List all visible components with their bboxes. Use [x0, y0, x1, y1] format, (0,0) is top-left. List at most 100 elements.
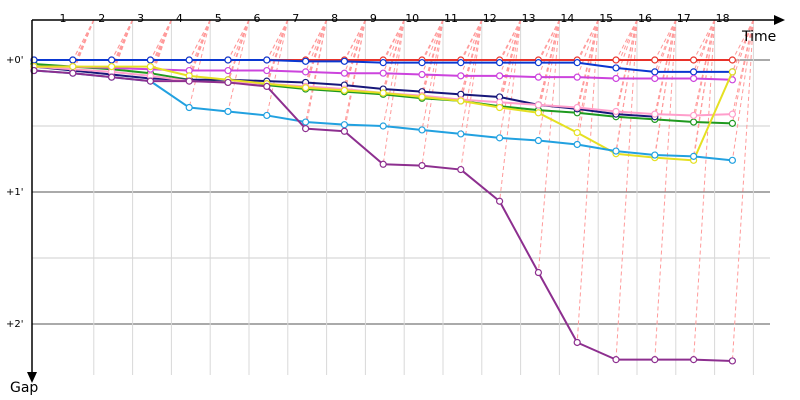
lap-label: 9 — [370, 12, 377, 25]
timing-connector — [499, 19, 522, 202]
timing-connector — [421, 19, 444, 92]
timing-connector — [382, 19, 405, 165]
lap-label: 18 — [716, 12, 730, 25]
series-point — [224, 78, 232, 87]
series-point — [612, 147, 620, 155]
timing-connector — [188, 19, 211, 61]
timing-connector — [382, 19, 405, 63]
timing-connector — [537, 19, 560, 113]
y-axis-arrow — [27, 372, 37, 383]
timing-connector — [149, 19, 172, 67]
timing-connector — [654, 19, 677, 61]
series-point — [612, 107, 620, 116]
timing-connector — [149, 19, 172, 82]
timing-connector — [693, 19, 716, 157]
lap-label: 11 — [444, 12, 458, 25]
series-point — [573, 129, 581, 137]
series-point — [263, 56, 271, 64]
series-point — [302, 84, 310, 92]
timing-connector — [731, 19, 754, 161]
series-point — [573, 338, 581, 347]
y-tick-label: +0' — [6, 55, 24, 66]
series-point — [224, 107, 232, 116]
series-point — [651, 68, 659, 76]
series-point — [69, 62, 77, 71]
series-point — [107, 56, 116, 64]
series-point — [728, 56, 737, 64]
timing-connector — [266, 19, 289, 71]
series-point — [651, 74, 659, 83]
series-point — [728, 119, 737, 127]
timing-connector — [576, 19, 599, 133]
timing-connector — [72, 19, 95, 74]
series-point — [340, 86, 348, 94]
timing-connector — [693, 19, 716, 360]
timing-connector — [499, 19, 522, 77]
timing-connector — [266, 19, 289, 87]
timing-connector — [654, 19, 677, 79]
timing-connector — [615, 19, 638, 360]
series-point — [573, 140, 581, 149]
timing-connector — [343, 19, 366, 86]
series-point — [651, 151, 659, 159]
series-point — [612, 64, 620, 72]
series-point — [689, 111, 698, 120]
timing-connector — [537, 19, 560, 141]
series-point — [612, 356, 620, 364]
series-point — [612, 74, 620, 83]
lap-label: 4 — [176, 12, 183, 25]
series-point — [651, 110, 659, 118]
series-point — [496, 197, 504, 205]
series-point — [534, 59, 543, 67]
series-point — [573, 59, 581, 67]
series-point — [457, 165, 465, 174]
series-point — [457, 130, 465, 138]
series-point — [224, 56, 232, 64]
lap-label: 10 — [405, 12, 419, 25]
timing-connector — [693, 19, 716, 61]
timing-connector — [499, 19, 522, 108]
series-point — [379, 122, 387, 130]
timing-connector — [266, 19, 289, 116]
series-point — [728, 68, 737, 76]
series-point — [146, 77, 154, 85]
timing-connector — [460, 19, 483, 61]
lap-label: 16 — [638, 12, 652, 25]
timing-connector — [537, 19, 560, 273]
lap-label: 7 — [292, 12, 299, 25]
series-point — [340, 69, 348, 77]
timing-connector — [227, 19, 250, 112]
timing-connector — [305, 19, 328, 88]
lap-label: 5 — [215, 12, 222, 25]
label-layer: 1 2 3 4 5 6 7 8 9 10 11 12 13 14 15 16 17 18+0'+1'+2' — [6, 12, 730, 330]
timing-connector — [72, 19, 95, 61]
timing-connector — [654, 19, 677, 360]
timing-connector — [576, 19, 599, 343]
series-point — [146, 56, 154, 64]
timing-connector — [343, 19, 366, 74]
series-point — [340, 57, 348, 65]
timing-connector — [731, 19, 754, 115]
series-point — [534, 73, 543, 81]
series-point — [69, 69, 77, 77]
series-point — [728, 357, 737, 365]
series-point — [379, 160, 387, 168]
series-point — [573, 103, 581, 112]
series-point — [612, 56, 620, 64]
timing-connector — [343, 19, 366, 62]
timing-connector — [421, 19, 444, 131]
series-point — [263, 66, 271, 75]
timing-connector — [111, 19, 134, 67]
series-point — [689, 56, 698, 64]
series-point — [69, 56, 77, 64]
series-point — [418, 59, 426, 67]
timing-connector — [537, 19, 560, 61]
series-point — [728, 156, 737, 164]
series-point — [457, 72, 465, 80]
timing-connector — [460, 19, 483, 135]
timing-connector — [499, 19, 522, 61]
y-tick-label: +1' — [6, 187, 24, 198]
lap-label: 17 — [677, 12, 691, 25]
